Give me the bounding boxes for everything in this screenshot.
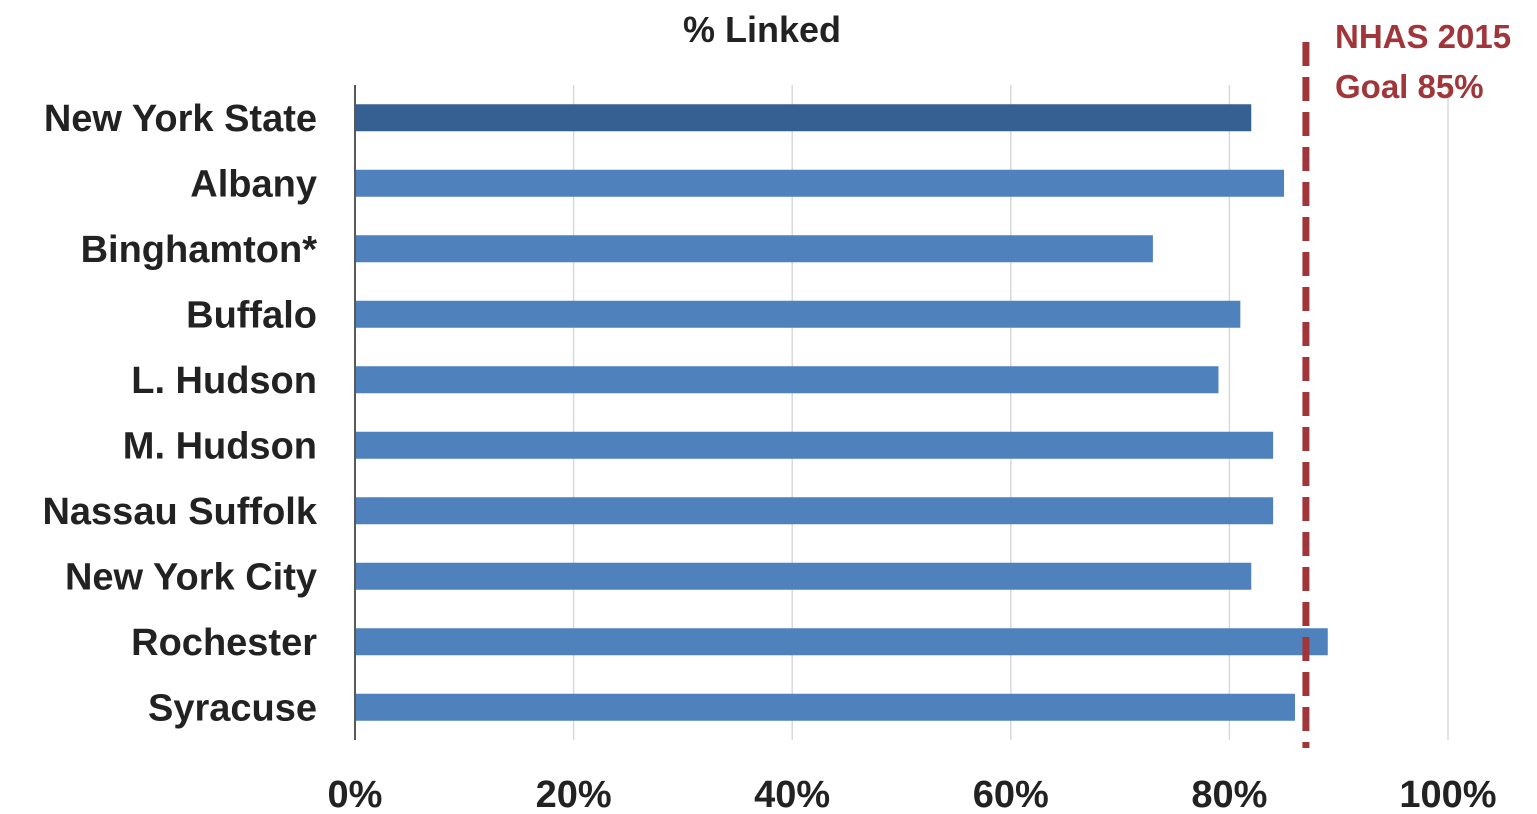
bar [355,235,1153,263]
bar [355,169,1285,197]
category-label: New York City [65,556,317,598]
goal-label-line: NHAS 2015 [1335,18,1511,55]
bar [355,497,1274,525]
category-labels: New York State Albany Binghamton* Buffalo L.… [42,98,317,730]
x-tick-label: 60% [973,774,1049,814]
goal-reference: NHAS 2015 Goal 85% [1302,18,1511,748]
bar [355,562,1252,590]
goal-label: NHAS 2015 Goal 85% [1335,18,1511,105]
category-label: Rochester [131,622,317,664]
category-label: M. Hudson [123,425,317,467]
bars [355,104,1328,721]
category-label: New York State [44,98,317,140]
x-tick-label: 20% [536,774,612,814]
chart-title: % Linked [683,9,841,50]
x-tick-label: 40% [754,774,830,814]
x-tick-label: 100% [1399,774,1496,814]
bar [355,300,1241,328]
category-label: Nassau Suffolk [42,491,317,533]
category-label: Syracuse [148,687,317,729]
category-label: L. Hudson [131,360,317,402]
bar [355,431,1274,459]
category-label: Binghamton* [81,229,318,271]
bar [355,693,1295,721]
x-tick-label: 80% [1191,774,1267,814]
x-tick-labels: 0% 20% 40% 60% 80% 100% [328,774,1497,814]
bar [355,104,1252,132]
category-label: Buffalo [186,294,317,336]
bar [355,628,1328,656]
x-tick-label: 0% [328,774,383,814]
goal-label-line: Goal 85% [1335,68,1484,105]
bar [355,366,1219,394]
category-label: Albany [190,163,317,205]
